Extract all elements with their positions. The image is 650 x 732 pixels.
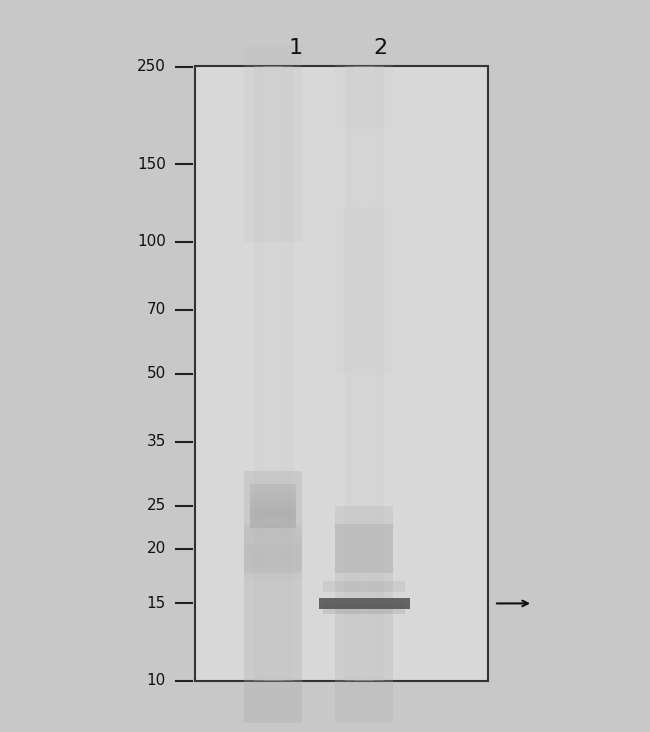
Text: 35: 35	[146, 434, 166, 449]
Bar	[335, 45, 393, 130]
Bar	[244, 471, 302, 723]
Bar	[244, 571, 302, 578]
Bar	[263, 66, 283, 681]
Bar	[244, 553, 302, 561]
Bar	[244, 534, 302, 541]
Bar	[335, 524, 393, 573]
Bar	[244, 539, 302, 546]
Bar	[250, 499, 296, 506]
Bar	[244, 559, 302, 566]
Bar	[250, 528, 296, 534]
Bar	[244, 556, 302, 564]
Bar	[195, 66, 488, 681]
Bar	[323, 603, 405, 614]
Bar	[250, 519, 296, 526]
Text: 150: 150	[137, 157, 166, 172]
Text: 70: 70	[146, 302, 166, 317]
Bar	[335, 506, 393, 723]
Bar	[250, 508, 296, 515]
Bar	[318, 598, 410, 609]
Bar	[250, 497, 296, 504]
Bar	[250, 523, 296, 530]
Bar	[250, 496, 296, 501]
Bar	[250, 526, 296, 532]
Bar	[250, 506, 296, 512]
Text: 1: 1	[289, 37, 303, 58]
Bar	[250, 521, 296, 528]
Bar	[244, 566, 302, 573]
Bar	[250, 491, 296, 497]
Bar	[250, 510, 296, 517]
Bar	[250, 512, 296, 519]
Bar	[244, 541, 302, 548]
Text: 20: 20	[146, 541, 166, 556]
Bar	[250, 485, 296, 528]
Bar	[323, 581, 405, 592]
Bar	[250, 515, 296, 521]
Bar	[354, 66, 374, 681]
Text: 50: 50	[146, 366, 166, 381]
Bar	[244, 546, 302, 553]
Bar	[250, 532, 296, 538]
Bar	[244, 544, 302, 551]
Bar	[254, 66, 292, 681]
Text: 100: 100	[137, 234, 166, 249]
Bar	[244, 537, 302, 544]
Bar	[244, 561, 302, 568]
Bar	[244, 578, 302, 586]
Text: 25: 25	[146, 498, 166, 513]
Text: 250: 250	[137, 59, 166, 74]
Bar	[250, 517, 296, 523]
Bar	[250, 493, 296, 499]
Bar	[244, 524, 302, 573]
Bar	[244, 548, 302, 556]
Bar	[244, 531, 302, 539]
Text: 10: 10	[146, 673, 166, 688]
Text: 2: 2	[373, 37, 387, 58]
Bar	[244, 575, 302, 583]
Bar	[344, 66, 383, 681]
Bar	[244, 45, 302, 242]
Bar	[250, 501, 296, 508]
Bar	[244, 551, 302, 559]
Bar	[335, 206, 393, 374]
Text: 15: 15	[146, 596, 166, 611]
Bar	[244, 568, 302, 575]
Bar	[250, 504, 296, 510]
Bar	[250, 530, 296, 536]
Bar	[244, 573, 302, 580]
Bar	[244, 564, 302, 571]
